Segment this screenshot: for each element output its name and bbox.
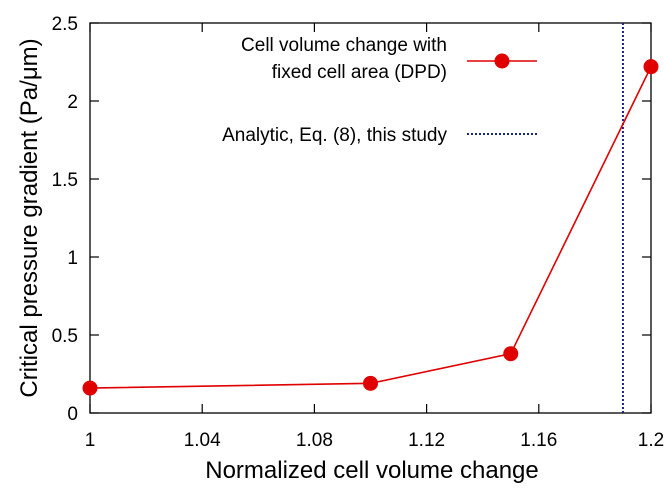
axes-layer bbox=[89, 22, 652, 414]
legend: Cell volume change with fixed cell area (… bbox=[222, 35, 537, 146]
legend-analytic-label: Analytic, Eq. (8), this study bbox=[222, 125, 447, 146]
y-tick-label: 2 bbox=[67, 92, 78, 113]
dpd-data-point bbox=[643, 59, 659, 75]
y-axis-label: Critical pressure gradient (Pa/μm) bbox=[16, 38, 43, 397]
y-tick-label: 2.5 bbox=[52, 14, 78, 35]
legend-dpd-label-line1: Cell volume change with bbox=[241, 35, 447, 56]
y-tick-label: 1.5 bbox=[52, 170, 78, 191]
legend-dpd-label-line2: fixed cell area (DPD) bbox=[272, 62, 447, 83]
legend-dpd-marker bbox=[494, 53, 510, 69]
x-tick-label: 1.12 bbox=[408, 430, 445, 451]
x-tick-label: 1.04 bbox=[184, 430, 221, 451]
x-tick-label: 1.08 bbox=[296, 430, 333, 451]
x-tick-label: 1.16 bbox=[520, 430, 557, 451]
dpd-data-point bbox=[82, 380, 98, 396]
x-tick-label: 1 bbox=[85, 430, 96, 451]
ticks-layer: 1 1.04 1.08 1.12 1.16 1.2 0 0.5 1 1.5 2 2.5 bbox=[52, 14, 664, 451]
plot-frame bbox=[89, 22, 652, 414]
dpd-data-point bbox=[363, 375, 378, 391]
x-tick-label: 1.2 bbox=[638, 430, 664, 451]
y-tick-label: 0.5 bbox=[52, 326, 78, 347]
series-layer bbox=[82, 23, 659, 413]
x-axis-label: Normalized cell volume change bbox=[205, 457, 539, 484]
y-tick-label: 0 bbox=[67, 404, 78, 425]
dpd-data-point bbox=[503, 346, 519, 362]
y-tick-label: 1 bbox=[67, 248, 78, 269]
dpd-series-line bbox=[89, 66, 652, 389]
